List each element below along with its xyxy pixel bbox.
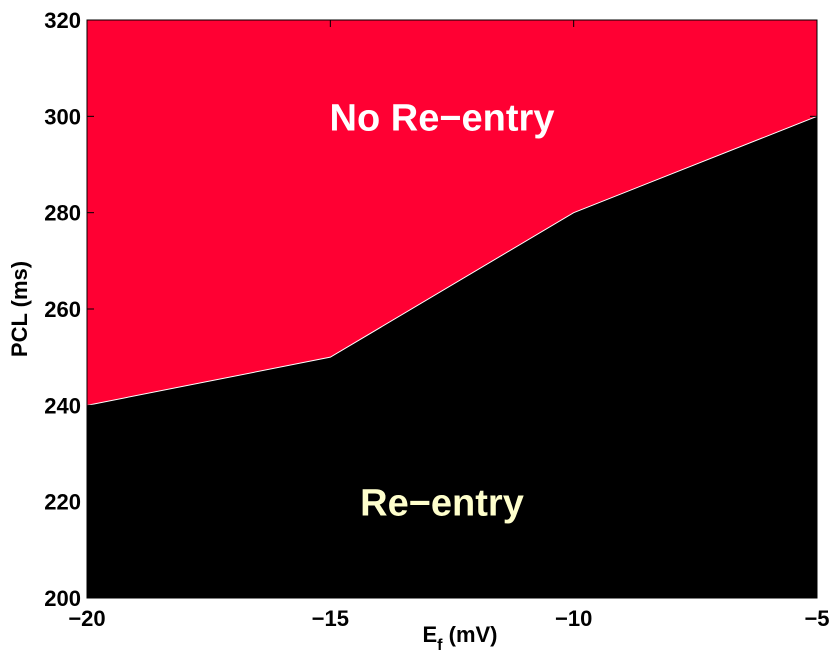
x-axis-label: Ef (mV) (422, 622, 497, 654)
y-tick-label: 240 (44, 393, 81, 418)
x-tick-label: −5 (804, 606, 829, 631)
x-axis-label-subscript: f (437, 637, 443, 654)
y-tick-label: 260 (44, 297, 81, 322)
x-axis-label-unit: (mV) (443, 622, 498, 647)
y-axis-label: PCL (ms) (7, 261, 32, 357)
y-tick-label: 280 (44, 201, 81, 226)
x-tick-label: −10 (555, 606, 592, 631)
region-reentry-area (87, 116, 817, 598)
axes-layer: −20 −15 −10 −5 200 220 240 260 280 300 320 (44, 8, 829, 631)
y-tick-label: 220 (44, 490, 81, 515)
boundary-line (86, 115, 818, 406)
regions-layer: No Re−entry Re−entry (86, 20, 818, 598)
region-label-reentry: Re−entry (360, 483, 524, 525)
y-tick-label: 200 (44, 586, 81, 611)
y-tick-label: 320 (44, 8, 81, 33)
region-no-reentry-area (87, 20, 817, 406)
x-axis-label-main: E (422, 622, 437, 647)
x-tick-label: −15 (312, 606, 349, 631)
x-tick-label: −20 (68, 606, 105, 631)
y-tick-label: 300 (44, 104, 81, 129)
region-label-no-reentry: No Re−entry (330, 97, 555, 139)
